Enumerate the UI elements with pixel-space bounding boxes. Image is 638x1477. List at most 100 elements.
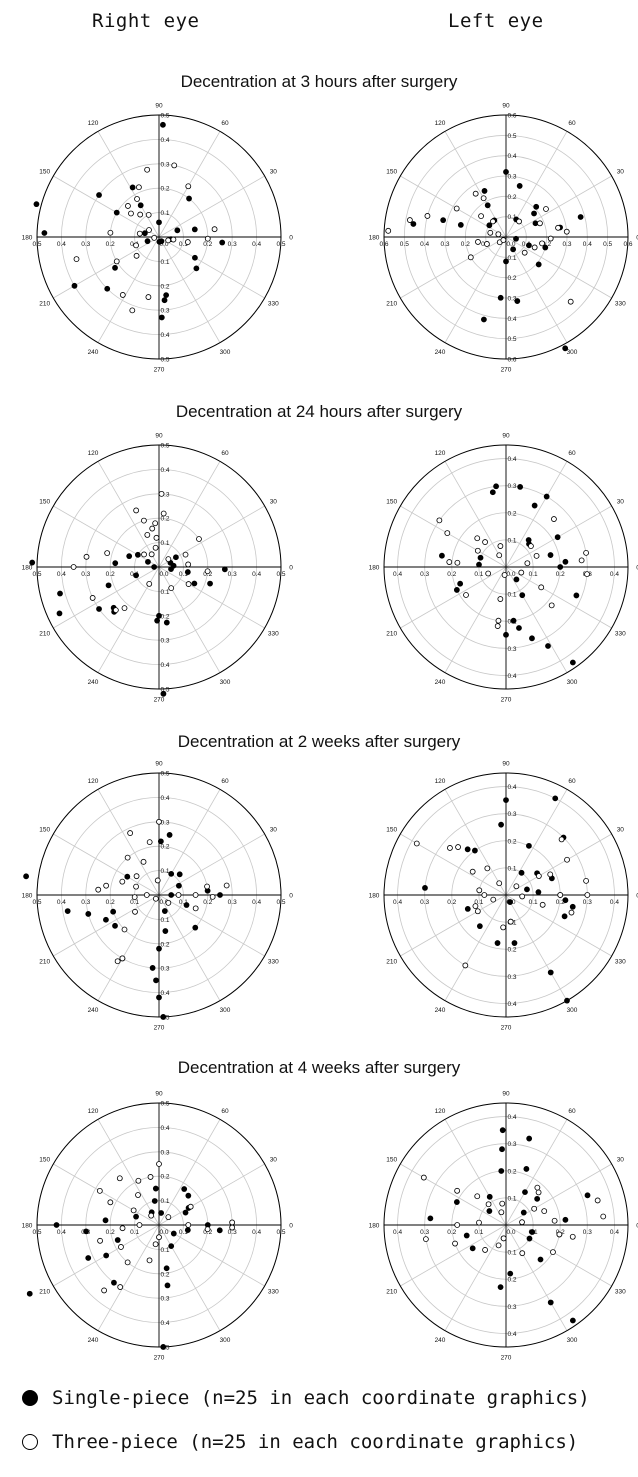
radial-tick-label: 0.5: [276, 241, 285, 248]
radial-tick-label: 0.1: [507, 537, 516, 544]
single-piece-point: [499, 1146, 505, 1153]
single-piece-point: [151, 564, 158, 570]
single-piece-point: [524, 886, 530, 893]
single-piece-point: [510, 617, 517, 624]
angle-label: 150: [386, 499, 397, 506]
radial-tick-label: 0.4: [393, 899, 402, 906]
three-piece-point: [131, 894, 138, 901]
radial-tick-label: 0.4: [160, 1125, 169, 1132]
radial-tick-label: 0.2: [447, 571, 456, 578]
three-piece-point: [171, 162, 178, 169]
grid-spoke: [505, 566, 568, 673]
single-piece-point: [464, 846, 471, 853]
angle-label: 0: [289, 1223, 293, 1230]
radial-tick-label: 0.3: [160, 1149, 169, 1156]
three-piece-point: [185, 183, 192, 190]
single-piece-point: [151, 1198, 158, 1204]
single-piece-point: [480, 316, 487, 323]
three-piece-point: [119, 292, 126, 298]
radial-tick-label: 0.4: [507, 1114, 516, 1121]
radial-tick-label: 0.3: [160, 638, 169, 645]
single-piece-point: [543, 493, 550, 500]
section-title-4-weeks: Decentration at 4 weeks after surgery: [177, 1058, 461, 1077]
single-piece-point: [552, 795, 559, 802]
three-piece-point: [117, 1284, 124, 1290]
three-piece-point: [146, 227, 152, 233]
grid-spoke: [505, 236, 568, 343]
radial-tick-label: 0.1: [179, 899, 188, 906]
single-piece-point: [463, 1232, 470, 1239]
radial-zero-label: 0.0: [159, 899, 168, 906]
radial-tick-label: 0.1: [160, 589, 169, 596]
grid-spoke: [444, 566, 507, 673]
angle-label: 300: [567, 1337, 578, 1344]
single-piece-point: [217, 892, 223, 898]
single-piece-point: [573, 592, 580, 599]
angle-label: 180: [369, 893, 380, 900]
radial-tick-label: 0.1: [507, 865, 516, 872]
three-piece-point: [168, 585, 175, 592]
filled-circle-icon: [22, 1390, 38, 1406]
radial-tick-label: 0.4: [252, 241, 261, 248]
three-piece-point: [121, 926, 128, 933]
radial-tick-label: 0.4: [420, 241, 429, 248]
angle-label: 330: [615, 1289, 626, 1296]
single-piece-point: [476, 561, 482, 568]
radial-tick-label: 0.3: [420, 571, 429, 578]
radial-tick-label: 0.5: [160, 771, 169, 778]
radial-tick-label: 0.4: [57, 1229, 66, 1236]
angle-label: 180: [369, 235, 380, 242]
three-piece-point: [557, 892, 564, 898]
radial-tick-label: 0.2: [507, 947, 516, 954]
radial-tick-label: 0.4: [393, 1229, 402, 1236]
three-piece-point: [583, 549, 589, 556]
radial-tick-label: 0.3: [160, 161, 169, 168]
single-piece-point: [57, 590, 63, 597]
three-piece-point: [141, 551, 147, 558]
three-piece-point: [424, 213, 431, 219]
grid-spoke: [158, 894, 265, 957]
radial-tick-label: 0.5: [603, 241, 612, 248]
three-piece-point: [584, 571, 590, 577]
single-piece-point: [486, 222, 493, 229]
grid-spoke: [444, 236, 507, 343]
radial-tick-label: 0.4: [57, 571, 66, 578]
radial-tick-label: 0.1: [529, 571, 538, 578]
radial-tick-label: 0.2: [106, 241, 115, 248]
angle-label: 180: [22, 1223, 33, 1230]
three-piece-point: [501, 572, 508, 578]
grid-spoke: [505, 789, 568, 896]
three-piece-point: [556, 1231, 563, 1238]
three-piece-point: [420, 1174, 427, 1181]
grid-spoke: [97, 1224, 160, 1331]
three-piece-point: [578, 557, 585, 564]
single-piece-point: [564, 997, 570, 1004]
radial-tick-label: 0.4: [507, 1331, 516, 1338]
single-piece-point: [156, 238, 163, 245]
radial-tick-label: 0.3: [507, 811, 516, 818]
radial-tick-label: 0.1: [507, 1250, 516, 1257]
three-piece-point: [535, 1189, 542, 1196]
three-piece-point: [151, 234, 158, 241]
grid-spoke: [53, 236, 160, 299]
three-piece-point: [119, 878, 126, 885]
single-piece-point: [471, 847, 478, 854]
three-piece-point: [436, 517, 443, 524]
outer-ring: [383, 114, 629, 360]
angle-label: 90: [502, 1091, 510, 1098]
three-piece-point: [531, 1205, 538, 1212]
angle-label: 30: [270, 827, 278, 834]
angle-label: 210: [39, 301, 50, 308]
single-piece-point: [156, 219, 162, 226]
single-piece-point: [422, 885, 428, 891]
radial-tick-label: 0.4: [160, 467, 169, 474]
angle-label: 60: [221, 1108, 229, 1115]
angle-label: 330: [268, 1289, 279, 1296]
angle-label: 240: [435, 1337, 446, 1344]
single-piece-point: [184, 1227, 191, 1233]
single-piece-point: [477, 554, 484, 561]
single-piece-point: [156, 994, 162, 1001]
column-header-left-eye: Left eye: [448, 10, 544, 32]
three-piece-point: [147, 1174, 154, 1180]
radial-tick-label: 0.2: [461, 241, 470, 248]
